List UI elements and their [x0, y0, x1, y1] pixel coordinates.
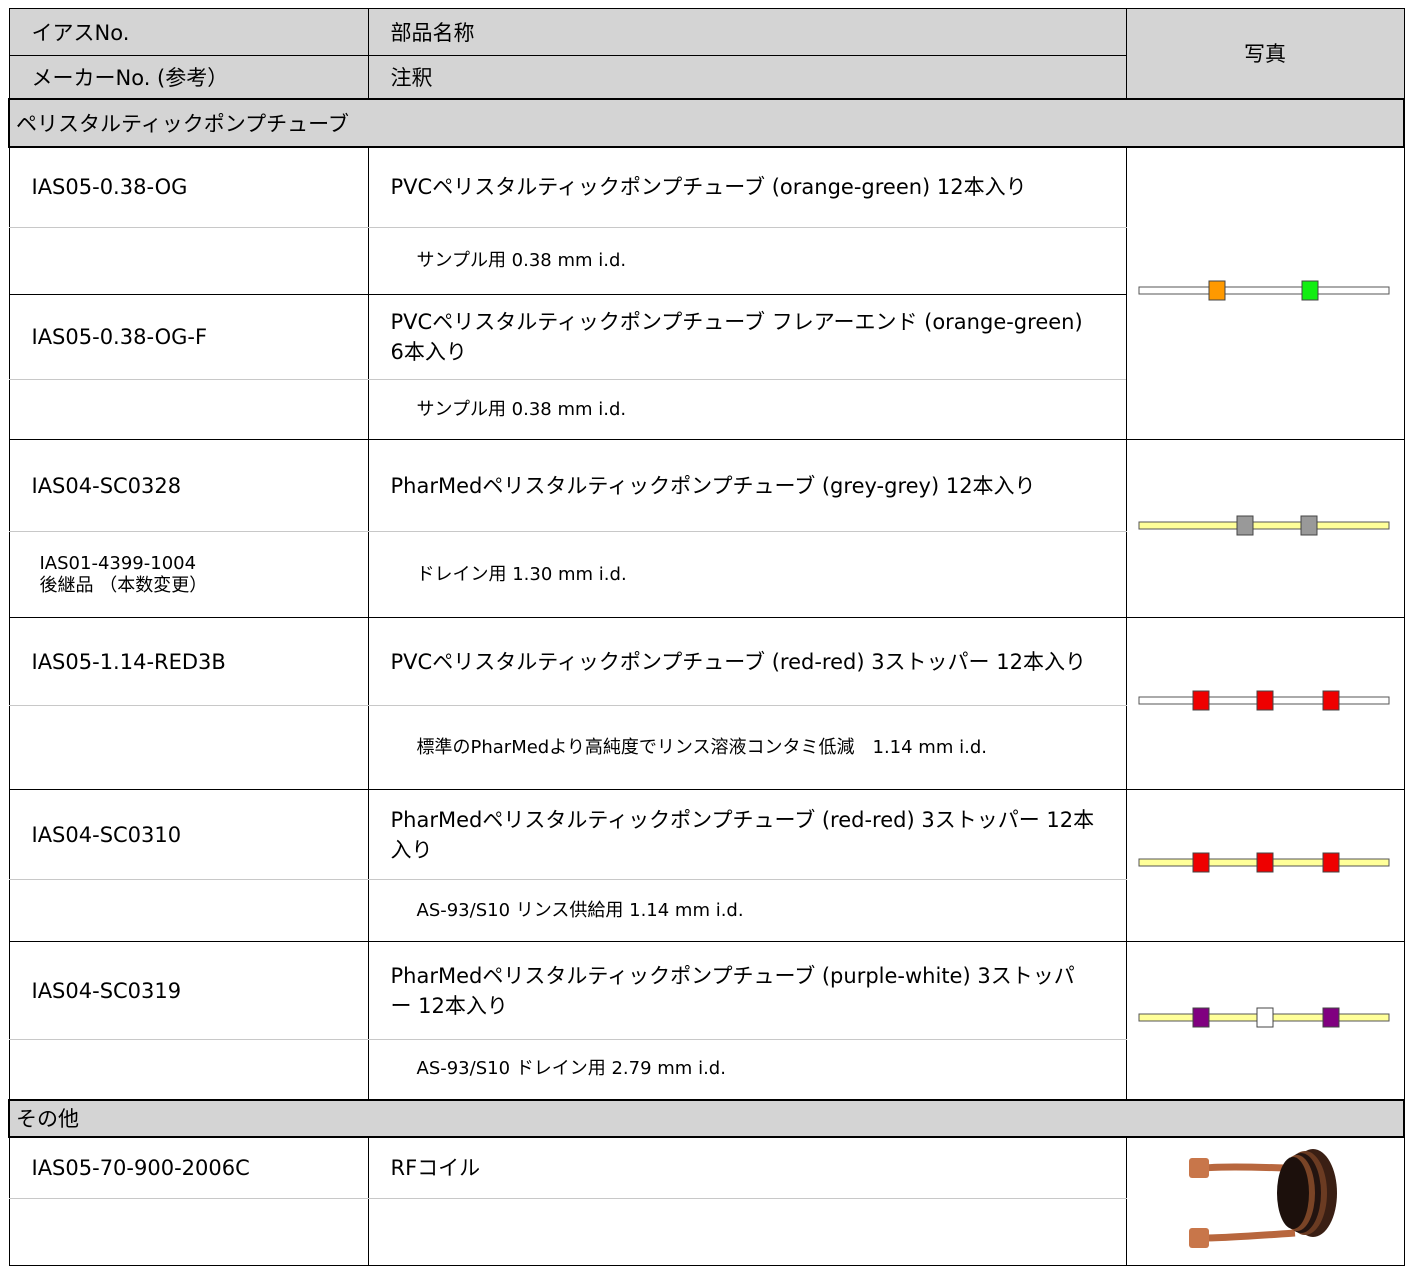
header-cell: イアスNo. [8, 8, 369, 56]
photo-cell [1125, 439, 1405, 618]
item-row: IAS05-1.14-RED3B PVCペリスタルティックポンプチューブ (red… [8, 617, 1405, 790]
item-row: IAS05-0.38-OG-F PVCペリスタルティックポンプチューブ フレアーエ… [8, 294, 1404, 380]
maker-no [8, 1039, 369, 1100]
part-name: PVCペリスタルティックポンプチューブ (red-red) 3ストッパー 12本… [367, 617, 1127, 706]
stopper [1192, 690, 1210, 711]
stopper [1208, 280, 1226, 301]
note: AS-93/S10 ドレイン用 2.79 mm i.d. [367, 1039, 1127, 1100]
stopper [1256, 1007, 1274, 1028]
part-no: IAS05-0.38-OG [8, 146, 369, 228]
stopper [1322, 852, 1340, 873]
item-sub-row: IAS01-4399-1004 後継品 （本数変更） ドレイン用 1.30 mm i… [8, 531, 1404, 618]
item-row: IAS04-SC0310 PharMedペリスタルティックポンプチューブ (red… [8, 789, 1405, 942]
part-name: PVCペリスタルティックポンプチューブ フレアーエンド (orange-gree… [367, 294, 1127, 380]
tube-image [1138, 690, 1390, 711]
maker-no: IAS01-4399-1004 後継品 （本数変更） [8, 531, 369, 618]
note [367, 1198, 1127, 1266]
tube [1138, 286, 1390, 295]
header-cell: 写真 [1125, 8, 1405, 99]
section-row: ペリスタルティックポンプチューブ [8, 97, 1405, 148]
note: ドレイン用 1.30 mm i.d. [367, 531, 1127, 618]
maker-no-line: IAS01-4399-1004 [39, 552, 197, 574]
stopper [1322, 690, 1340, 711]
coil-nut [1189, 1227, 1209, 1248]
item-row: IAS04-SC0319 PharMedペリスタルティックポンプチューブ (pur… [8, 941, 1405, 1100]
part-no: IAS04-SC0319 [8, 941, 369, 1040]
item-row: IAS04-SC0328 PharMedペリスタルティックポンプチューブ (gre… [8, 439, 1405, 618]
item-sub-row: サンプル用 0.38 mm i.d. [8, 379, 1404, 440]
part-no: IAS05-0.38-OG-F [8, 294, 369, 380]
note: AS-93/S10 リンス供給用 1.14 mm i.d. [367, 879, 1127, 942]
photo-cell [1125, 617, 1405, 790]
stopper [1322, 1007, 1340, 1028]
coil-image [1189, 1148, 1337, 1248]
stopper [1300, 515, 1318, 536]
item-sub-row: 標準のPharMedより高純度でリンス溶液コンタミ低減 1.14 mm i.d. [8, 705, 1404, 790]
item-row: IAS05-0.38-OG PVCペリスタルティックポンプチューブ (orange… [8, 146, 1405, 440]
part-name: PharMedペリスタルティックポンプチューブ (red-red) 3ストッパー… [367, 789, 1127, 880]
coil-lead [1204, 1163, 1296, 1241]
coil [1277, 1148, 1337, 1237]
note: 標準のPharMedより高純度でリンス溶液コンタミ低減 1.14 mm i.d. [367, 705, 1127, 790]
stopper [1236, 515, 1254, 536]
stopper [1192, 852, 1210, 873]
stopper [1256, 852, 1274, 873]
photo-cell [1125, 1136, 1405, 1266]
photo-cell [1125, 941, 1405, 1100]
coil-nut [1189, 1157, 1209, 1178]
photo-cell [1125, 146, 1405, 440]
header-cell: メーカーNo. (参考） [8, 55, 369, 99]
section-title: その他 [8, 1098, 1405, 1138]
tube-image [1138, 280, 1390, 301]
part-no: IAS05-1.14-RED3B [8, 617, 369, 706]
part-name: RFコイル [367, 1135, 1127, 1200]
section-title: ペリスタルティックポンプチューブ [8, 97, 1405, 148]
maker-no [8, 227, 369, 295]
part-no: IAS04-SC0310 [8, 789, 369, 880]
part-no: IAS04-SC0328 [8, 439, 369, 532]
tube-image [1138, 852, 1390, 873]
tube-image [1138, 515, 1390, 536]
tube [1138, 521, 1390, 530]
part-no: IAS05-70-900-2006C [8, 1135, 369, 1200]
item-row: IAS05-70-900-2006C RFコイル [8, 1135, 1405, 1266]
parts-table: イアスNo. 部品名称 写真 メーカーNo. (参考） 注釈 ペリスタルティックポンプ… [8, 8, 1405, 1266]
header-cell: 部品名称 [367, 8, 1127, 56]
tube-image [1138, 1007, 1390, 1028]
stopper [1192, 1007, 1210, 1028]
header-cell: 注釈 [367, 55, 1127, 99]
maker-no [8, 879, 369, 942]
maker-no [8, 705, 369, 790]
note: サンプル用 0.38 mm i.d. [367, 227, 1127, 295]
header-row: イアスNo. 部品名称 写真 [8, 8, 1405, 99]
item-sub-row: AS-93/S10 ドレイン用 2.79 mm i.d. [8, 1039, 1404, 1100]
section-row: その他 [8, 1098, 1405, 1138]
stopper [1301, 280, 1319, 301]
part-name: PVCペリスタルティックポンプチューブ (orange-green) 12本入り [367, 146, 1127, 228]
note: サンプル用 0.38 mm i.d. [367, 379, 1127, 440]
photo-cell [1125, 789, 1405, 942]
stopper [1256, 690, 1274, 711]
maker-no [8, 379, 369, 440]
maker-no-line: 後継品 （本数変更） [39, 574, 208, 596]
maker-no [8, 1198, 369, 1266]
part-name: PharMedペリスタルティックポンプチューブ (grey-grey) 12本入… [367, 439, 1127, 532]
part-name: PharMedペリスタルティックポンプチューブ (purple-white) 3… [367, 941, 1127, 1040]
